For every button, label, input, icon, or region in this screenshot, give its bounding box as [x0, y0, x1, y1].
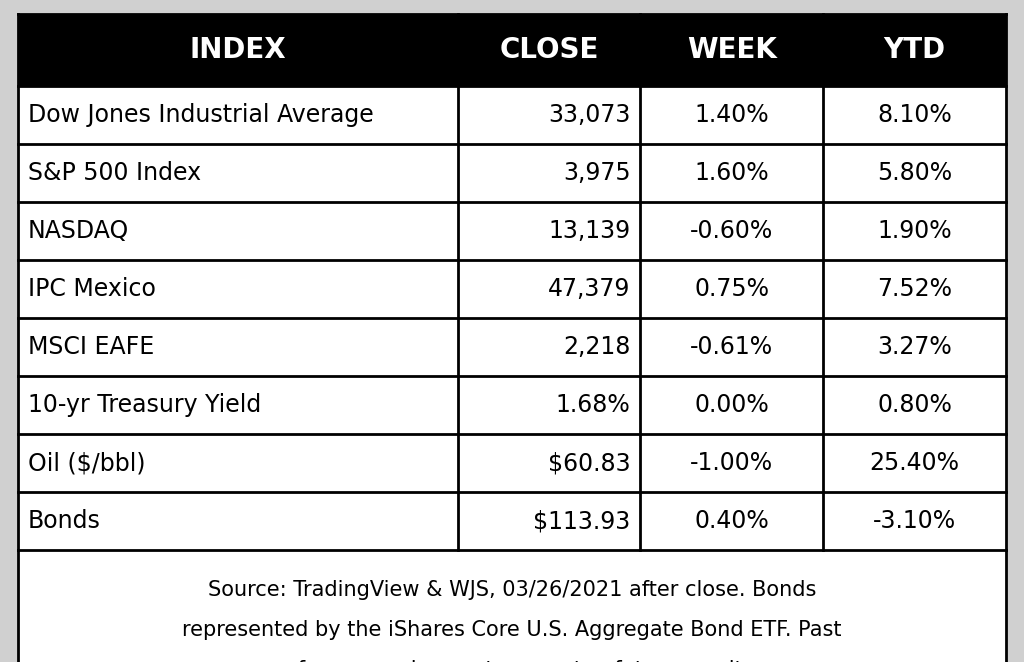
Text: $113.93: $113.93	[534, 509, 631, 533]
Text: 47,379: 47,379	[548, 277, 631, 301]
Bar	[18, 202, 1006, 260]
Text: NASDAQ: NASDAQ	[28, 219, 129, 243]
Bar	[18, 318, 1006, 376]
Text: 3,975: 3,975	[563, 161, 631, 185]
Text: WEEK: WEEK	[687, 36, 777, 64]
Text: performance does not guarantee future results.: performance does not guarantee future re…	[263, 660, 761, 662]
Text: 13,139: 13,139	[548, 219, 631, 243]
Text: 1.40%: 1.40%	[694, 103, 769, 127]
Text: 2,218: 2,218	[563, 335, 631, 359]
Text: 0.00%: 0.00%	[694, 393, 769, 417]
Bar	[18, 434, 1006, 492]
Bar	[18, 376, 1006, 434]
Text: 3.27%: 3.27%	[878, 335, 952, 359]
Text: -3.10%: -3.10%	[873, 509, 956, 533]
Text: Oil ($/bbl): Oil ($/bbl)	[28, 451, 145, 475]
Text: Dow Jones Industrial Average: Dow Jones Industrial Average	[28, 103, 374, 127]
Text: -0.61%: -0.61%	[690, 335, 773, 359]
Text: YTD: YTD	[884, 36, 946, 64]
Text: 25.40%: 25.40%	[869, 451, 959, 475]
Text: 7.52%: 7.52%	[878, 277, 952, 301]
Bar	[18, 86, 1006, 144]
Text: 0.40%: 0.40%	[694, 509, 769, 533]
Text: IPC Mexico: IPC Mexico	[28, 277, 156, 301]
Text: 5.80%: 5.80%	[877, 161, 952, 185]
Bar	[18, 550, 1006, 662]
Text: -0.60%: -0.60%	[690, 219, 773, 243]
Bar	[18, 260, 1006, 318]
Text: 0.80%: 0.80%	[878, 393, 952, 417]
Text: Source: TradingView & WJS, 03/26/2021 after close. Bonds: Source: TradingView & WJS, 03/26/2021 af…	[208, 580, 816, 600]
Text: 1.90%: 1.90%	[878, 219, 952, 243]
Text: 1.60%: 1.60%	[694, 161, 769, 185]
Bar	[18, 492, 1006, 550]
Text: 33,073: 33,073	[548, 103, 631, 127]
Text: INDEX: INDEX	[189, 36, 286, 64]
Text: Bonds: Bonds	[28, 509, 101, 533]
Text: 10-yr Treasury Yield: 10-yr Treasury Yield	[28, 393, 261, 417]
Bar	[18, 144, 1006, 202]
Text: $60.83: $60.83	[548, 451, 631, 475]
Text: CLOSE: CLOSE	[500, 36, 599, 64]
Text: S&P 500 Index: S&P 500 Index	[28, 161, 201, 185]
Text: 8.10%: 8.10%	[878, 103, 952, 127]
Text: 0.75%: 0.75%	[694, 277, 769, 301]
Text: -1.00%: -1.00%	[690, 451, 773, 475]
Bar	[18, 14, 1006, 86]
Text: 1.68%: 1.68%	[556, 393, 631, 417]
Text: represented by the iShares Core U.S. Aggregate Bond ETF. Past: represented by the iShares Core U.S. Agg…	[182, 620, 842, 640]
Text: MSCI EAFE: MSCI EAFE	[28, 335, 155, 359]
